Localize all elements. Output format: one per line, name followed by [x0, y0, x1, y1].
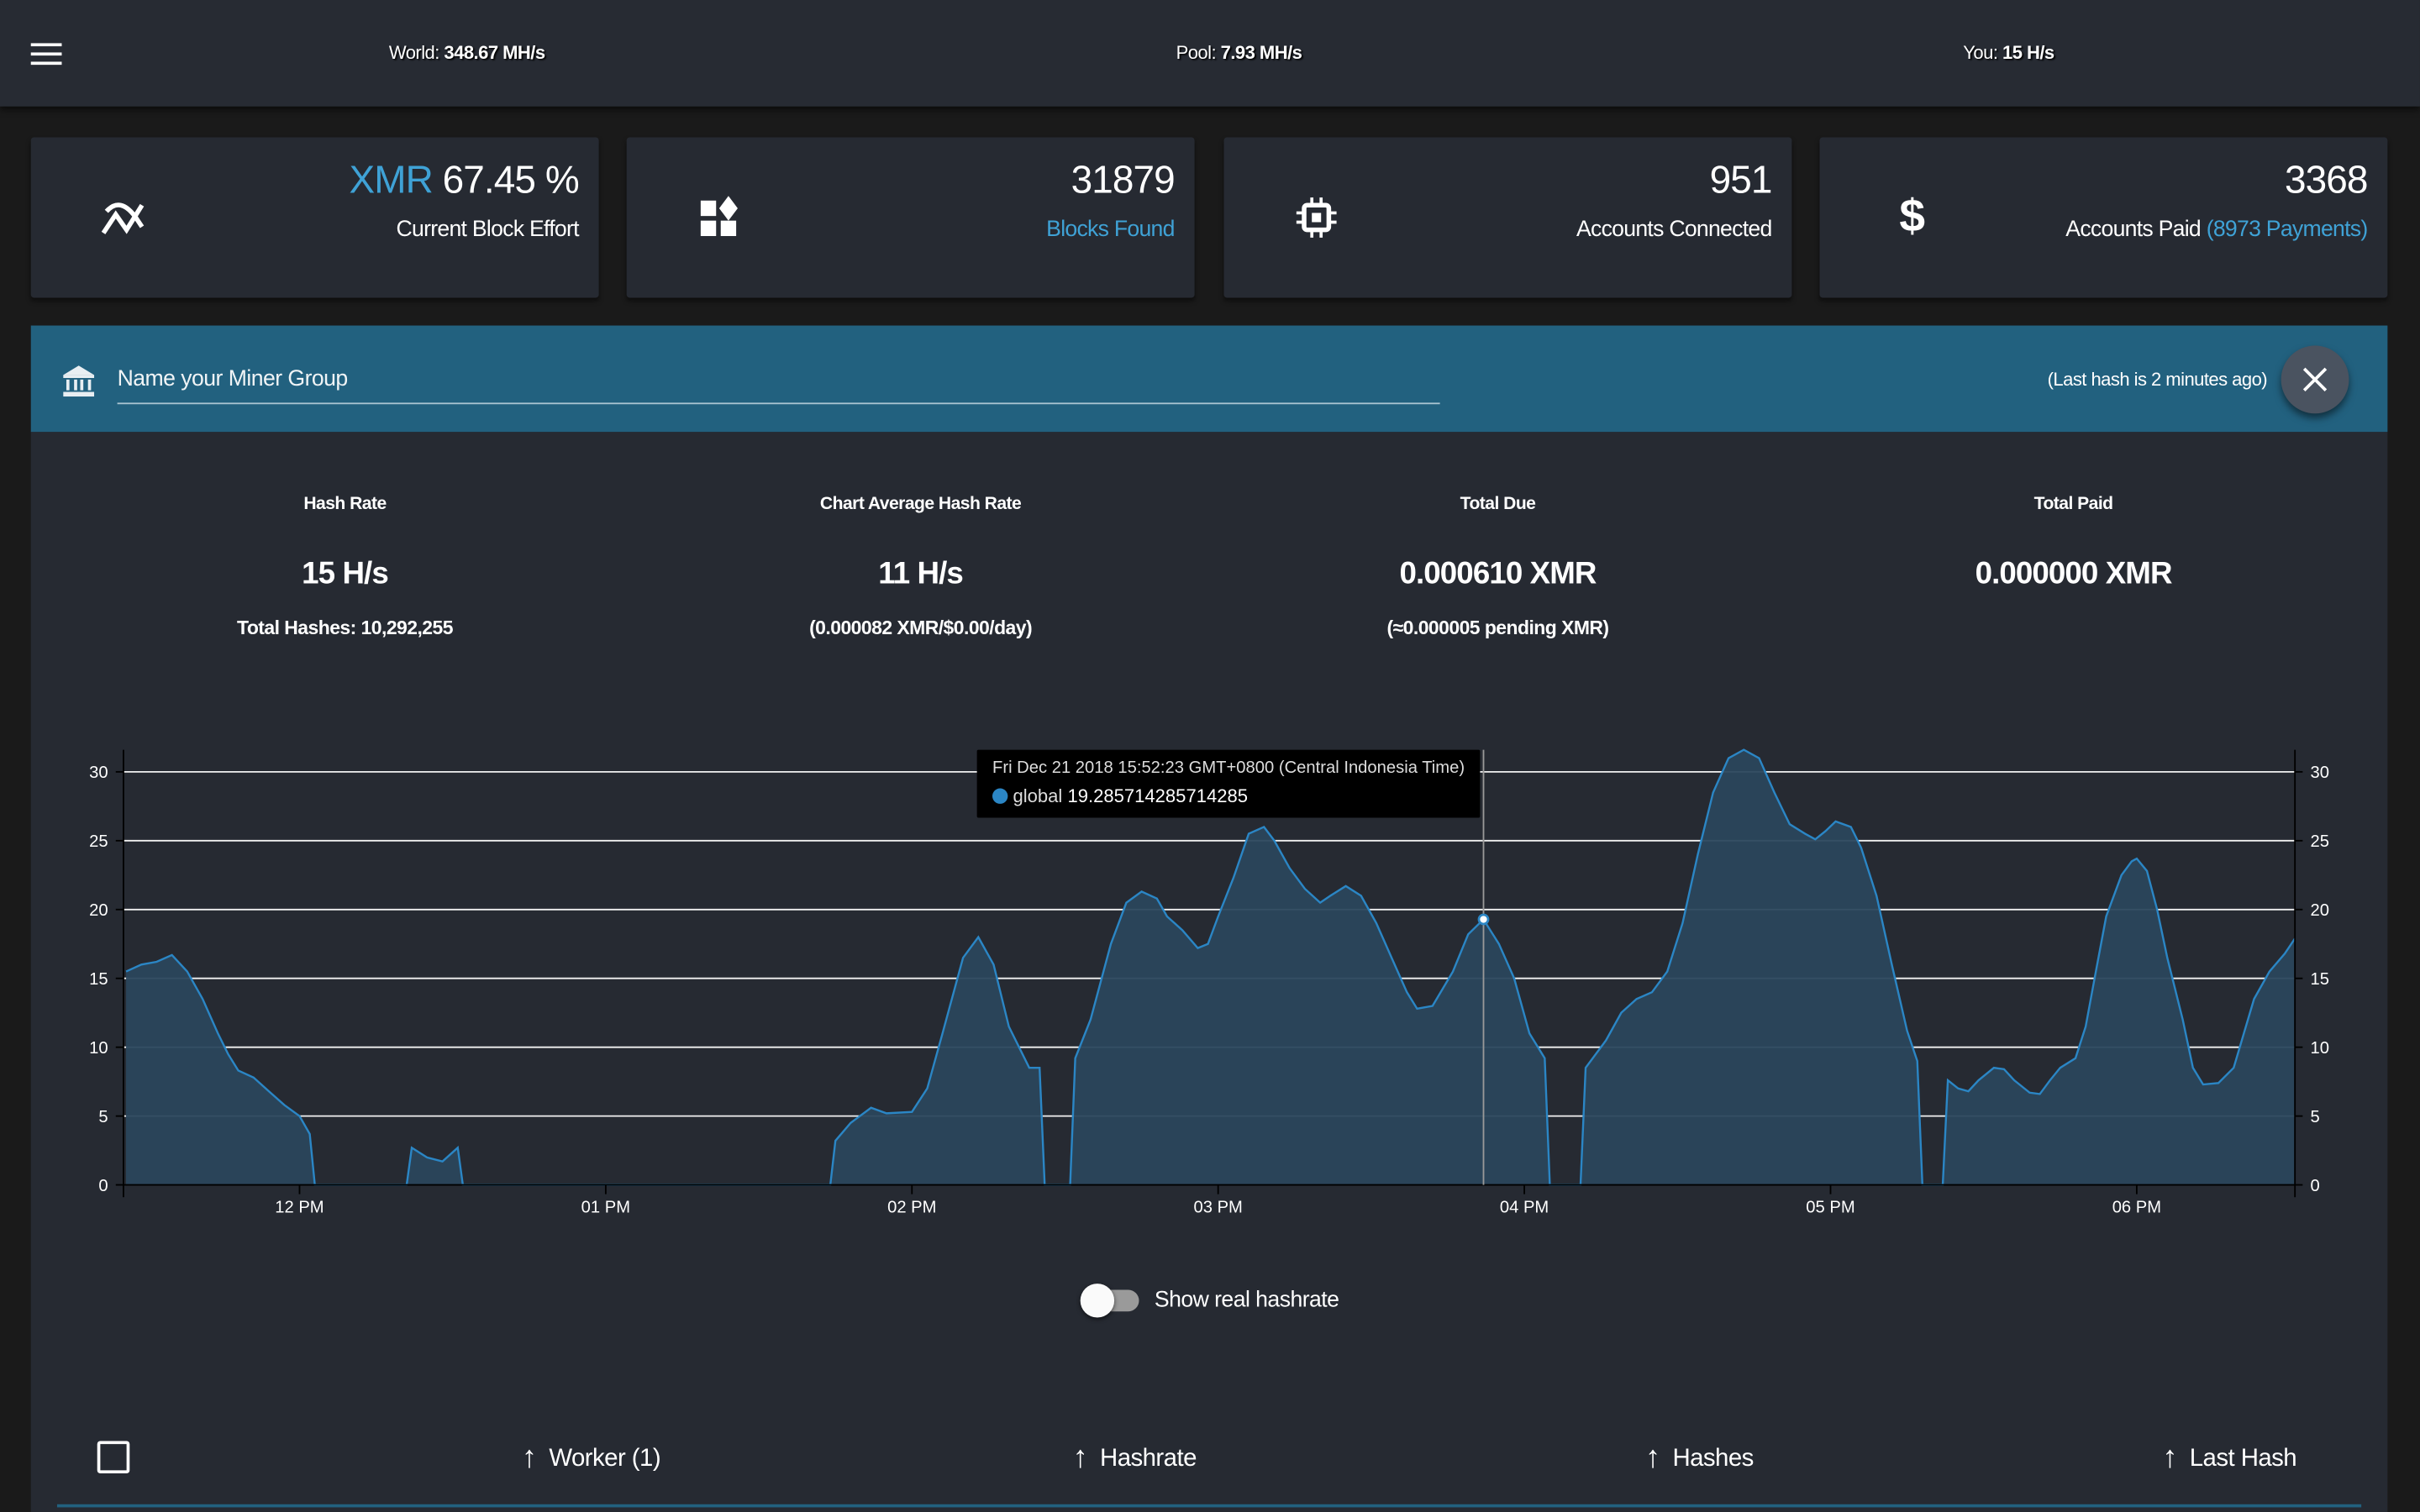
hashrate-chart[interactable]: 0 0 5 5 10 10 15 15 20 20 25 25 30 30 12 PM 01 PM 02 PM 0… [31, 679, 2389, 1250]
y-tick-label-left: 10 [89, 1039, 108, 1058]
bank-icon [63, 365, 95, 397]
card-accounts-paid: $ 3368 Accounts Paid (8973 Payments) [1819, 137, 2388, 298]
card-accounts-connected: 951 Accounts Connected [1223, 137, 1792, 298]
accounts-connected-value: 951 [1709, 159, 1773, 202]
blocks-found-value: 31879 [1071, 159, 1176, 202]
widgets-icon [700, 196, 738, 237]
pool-label: Pool: [1176, 41, 1217, 64]
toggle-switch[interactable] [1080, 1284, 1139, 1318]
stat-chart-average: Chart Average Hash Rate 11 H/s (0.000082 X… [809, 495, 1033, 639]
accounts-paid-value: 3368 [2285, 159, 2368, 202]
hamburger-menu-icon[interactable] [30, 43, 62, 66]
you-label: You: [1963, 41, 1998, 64]
tooltip-series: global [1013, 785, 1063, 807]
y-tick-label-right: 0 [2311, 1177, 2320, 1195]
dollar-icon: $ [1899, 191, 1925, 243]
y-tick-label-left: 30 [89, 764, 108, 782]
world-value: 348.67 MH/s [444, 41, 545, 64]
tooltip-title: Fri Dec 21 2018 15:52:23 GMT+0800 (Centr… [992, 759, 1465, 778]
miner-group-input[interactable]: Name your Miner Group [117, 365, 1440, 405]
stat-total-paid: Total Paid 0.000000 XMR [1975, 495, 2173, 591]
y-tick-label-right: 10 [2311, 1039, 2329, 1058]
stat-total-due: Total Due 0.000610 XMR (≈0.000005 pending … [1386, 495, 1610, 639]
toggle-label: Show real hashrate [1154, 1288, 1339, 1314]
cpu-chip-icon [1296, 197, 1337, 238]
blocks-found-link[interactable]: Blocks Found [1046, 217, 1175, 243]
y-tick-label-left: 20 [89, 901, 108, 920]
series-area-global [125, 749, 2296, 1185]
y-tick-label-right: 20 [2311, 901, 2329, 920]
pool-hashrate: Pool: 7.93 MH/s [1176, 42, 1302, 64]
your-hashrate: You: 15 H/s [1963, 42, 2054, 64]
column-worker[interactable]: ↑ Worker (1) [521, 1441, 661, 1475]
effort-chart-icon [101, 202, 145, 234]
arrow-up-icon: ↑ [2162, 1441, 2178, 1475]
y-tick-label-left: 0 [98, 1177, 108, 1195]
you-value: 15 H/s [2002, 41, 2054, 64]
y-tick-label-right: 15 [2311, 970, 2329, 989]
column-hashes[interactable]: ↑ Hashes [1644, 1441, 1754, 1475]
card-block-effort: XMR 67.45 % Current Block Effort [30, 137, 599, 298]
chart-tooltip: Fri Dec 21 2018 15:52:23 GMT+0800 (Centr… [976, 749, 1481, 818]
y-tick-label-left: 15 [89, 970, 108, 989]
x-tick-label: 06 PM [2112, 1199, 2161, 1217]
x-tick-label: 03 PM [1194, 1199, 1243, 1217]
y-tick-label-right: 30 [2311, 764, 2329, 782]
x-tick-label: 04 PM [1500, 1199, 1549, 1217]
series-line-global [125, 748, 2296, 1186]
close-icon [2302, 367, 2328, 391]
close-button[interactable] [2281, 345, 2349, 414]
world-label: World: [388, 41, 440, 64]
y-tick-label-left: 5 [98, 1108, 108, 1126]
select-all-checkbox[interactable] [97, 1441, 130, 1474]
world-hashrate: World: 348.67 MH/s [389, 42, 545, 64]
last-hash-text: (Last hash is 2 minutes ago) [2047, 368, 2268, 391]
y-tick-label-right: 5 [2311, 1108, 2320, 1126]
column-last-hash[interactable]: ↑ Last Hash [2162, 1441, 2297, 1475]
payments-link[interactable]: (8973 Payments) [2206, 217, 2369, 243]
arrow-up-icon: ↑ [521, 1441, 537, 1475]
pool-value: 7.93 MH/s [1220, 41, 1302, 64]
top-bar: World: 348.67 MH/s Pool: 7.93 MH/s You: … [0, 0, 2420, 107]
miner-group-placeholder: Name your Miner Group [117, 367, 349, 392]
block-effort-value: XMR 67.45 % [349, 159, 580, 202]
card-blocks-found: 31879 Blocks Found [626, 137, 1195, 298]
y-tick-label-right: 25 [2311, 832, 2329, 851]
miner-group-bar: Name your Miner Group (Last hash is 2 mi… [30, 325, 2388, 433]
x-tick-label: 01 PM [581, 1199, 630, 1217]
hover-point [1477, 913, 1490, 926]
stat-hash-rate: Hash Rate 15 H/s Total Hashes: 10,292,255 [237, 495, 453, 639]
accounts-paid-label: Accounts Paid (8973 Payments) [2065, 217, 2369, 243]
real-hashrate-toggle[interactable]: Show real hashrate [1080, 1284, 1339, 1318]
arrow-up-icon: ↑ [1072, 1441, 1088, 1475]
tooltip-value: 19.285714285714285 [1067, 785, 1249, 807]
table-header-divider [56, 1504, 2362, 1508]
series-dot-icon [992, 788, 1008, 804]
accounts-connected-label: Accounts Connected [1576, 217, 1772, 243]
column-hashrate[interactable]: ↑ Hashrate [1072, 1441, 1197, 1475]
x-tick-label: 02 PM [887, 1199, 936, 1217]
y-tick-label-left: 25 [89, 832, 108, 851]
x-tick-label: 05 PM [1806, 1199, 1854, 1217]
block-effort-label: Current Block Effort [396, 217, 580, 243]
arrow-up-icon: ↑ [1644, 1441, 1660, 1475]
x-tick-label: 12 PM [275, 1199, 324, 1217]
